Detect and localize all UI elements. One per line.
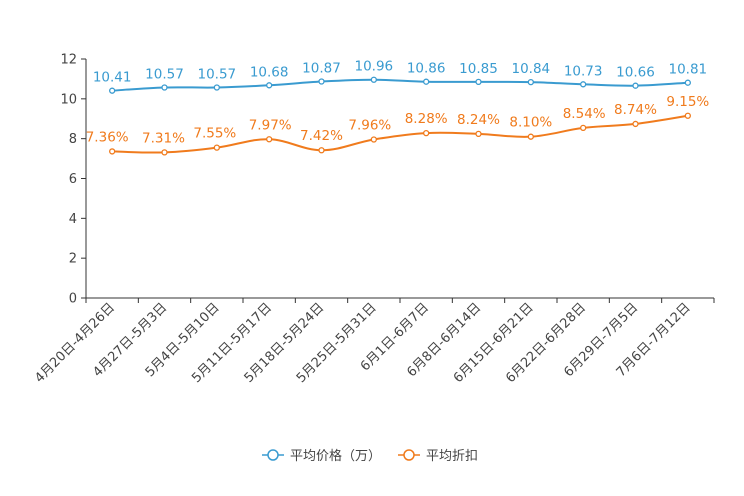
legend-item-1[interactable]: 平均价格（万） <box>262 448 381 464</box>
data-label: 9.15% <box>666 94 709 110</box>
data-label: 10.73 <box>564 63 603 79</box>
y-tick-label: 6 <box>69 172 77 187</box>
data-label: 10.66 <box>616 65 655 81</box>
data-label: 10.81 <box>669 62 708 78</box>
data-point[interactable] <box>527 78 534 86</box>
legend-label: 平均价格（万） <box>290 448 381 464</box>
legend-item-2[interactable]: 平均折扣 <box>398 449 478 464</box>
data-label: 7.55% <box>193 126 236 142</box>
y-tick-label: 12 <box>60 53 77 68</box>
y-tick-label: 4 <box>69 212 77 227</box>
data-label: 8.74% <box>614 102 657 118</box>
data-point[interactable] <box>161 149 168 156</box>
data-point[interactable] <box>318 78 325 85</box>
data-label: 10.57 <box>198 66 237 82</box>
data-point[interactable] <box>580 81 587 88</box>
data-point[interactable] <box>213 144 220 151</box>
data-label: 10.85 <box>459 61 498 77</box>
data-point[interactable] <box>684 112 691 119</box>
data-label: 10.96 <box>355 59 394 75</box>
data-point[interactable] <box>475 130 482 138</box>
data-label: 7.96% <box>348 117 391 133</box>
data-label: 7.42% <box>300 128 343 144</box>
data-point[interactable] <box>423 129 430 137</box>
data-point[interactable] <box>580 124 587 132</box>
data-label: 10.57 <box>145 66 184 82</box>
data-point[interactable] <box>109 148 116 155</box>
series-labels: 10.41 10.57 10.57 10.68 10.87 10.96 10.86 10.85… <box>86 59 710 147</box>
data-point[interactable] <box>632 120 639 128</box>
data-point[interactable] <box>109 87 116 94</box>
y-tick-label: 0 <box>69 292 77 307</box>
data-point[interactable] <box>318 147 325 154</box>
data-point[interactable] <box>161 84 168 91</box>
data-label: 10.86 <box>407 61 446 77</box>
data-label: 10.41 <box>93 70 132 86</box>
y-tick-label: 8 <box>69 132 77 147</box>
data-label: 10.84 <box>512 61 551 77</box>
data-point[interactable] <box>527 133 534 140</box>
series-line-2 <box>112 114 688 154</box>
data-label: 7.97% <box>249 117 292 133</box>
legend: 平均价格（万） 平均折扣 <box>262 448 478 464</box>
data-point[interactable] <box>370 136 377 143</box>
data-label: 8.28% <box>405 111 448 127</box>
y-tick-label: 10 <box>60 92 77 107</box>
data-label: 7.31% <box>142 130 185 146</box>
data-point[interactable] <box>684 79 691 86</box>
data-point[interactable] <box>266 136 273 143</box>
data-point[interactable] <box>423 78 430 85</box>
series-lines <box>109 76 691 156</box>
data-label: 8.54% <box>563 106 606 122</box>
data-point[interactable] <box>370 76 377 83</box>
data-point[interactable] <box>266 82 273 89</box>
data-point[interactable] <box>475 78 482 86</box>
y-tick-label: 2 <box>69 252 77 267</box>
data-label: 8.24% <box>457 112 500 128</box>
axes: 0246810124月20日-4月26日4月27日-5月3日5月4日-5月10日… <box>32 53 715 386</box>
data-label: 10.68 <box>250 64 289 80</box>
legend-swatch-marker <box>403 449 415 461</box>
legend-label: 平均折扣 <box>426 449 478 464</box>
data-label: 7.36% <box>86 129 129 145</box>
data-point[interactable] <box>632 82 639 89</box>
data-label: 8.10% <box>509 115 552 131</box>
series-line-1 <box>112 78 688 92</box>
legend-swatch-marker <box>267 449 279 461</box>
data-point[interactable] <box>213 84 220 91</box>
data-label: 10.87 <box>302 61 341 77</box>
